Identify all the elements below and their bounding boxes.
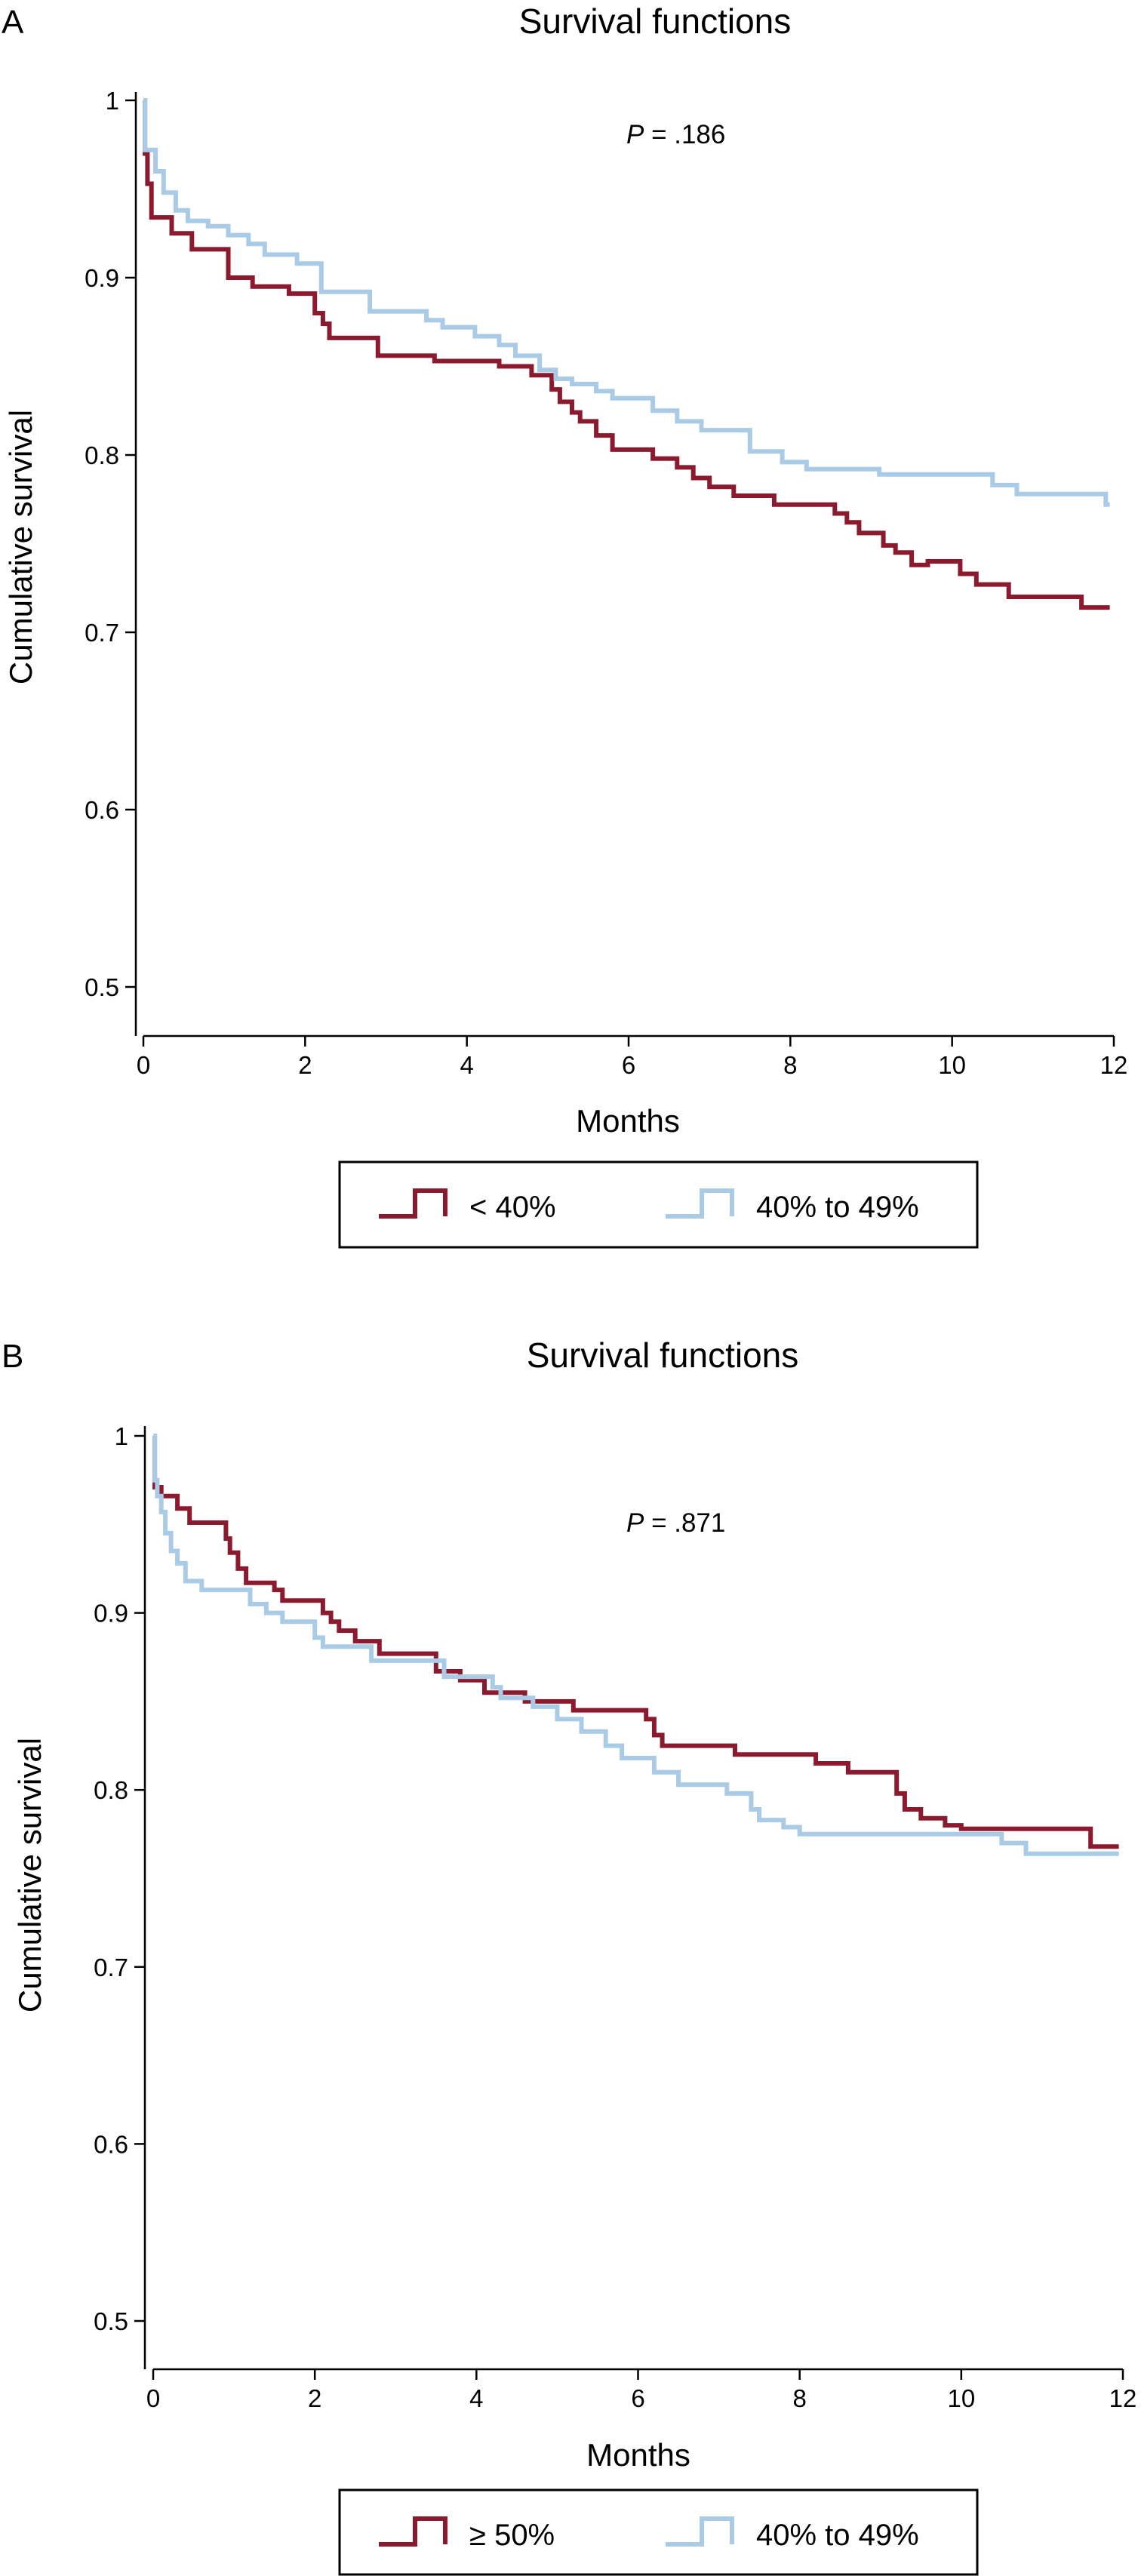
panel-a-p-value: P = .186 [626,120,725,149]
panel-a-y-axis-title: Cumulative survival [3,410,38,684]
panel-a-legend-label-1: < 40% [469,1191,556,1224]
y-tick-label: 0.6 [85,796,119,824]
y-tick-label: 0.5 [94,2307,128,2335]
y-tick-label: 0.8 [94,1776,128,1804]
panel-a-x-ticks: 0 2 4 6 8 10 12 [137,1036,1128,1079]
panel-b: B Survival functions 0.5 0.6 0.7 0.8 0.9 1 0 2… [2,1336,1137,2576]
x-tick-label: 4 [460,1051,473,1079]
panel-b-series-line-1 [152,1434,1119,1849]
x-tick-label: 10 [947,2384,975,2412]
x-tick-label: 0 [146,2384,160,2412]
y-tick-label: 0.9 [85,264,119,292]
panel-b-legend-label-2: 40% to 49% [756,2519,919,2552]
panel-b-p-text: = .871 [644,1508,725,1538]
y-tick-label: 0.9 [94,1600,128,1628]
x-tick-label: 2 [298,1051,312,1079]
y-tick-label: 0.7 [85,619,119,647]
y-tick-label: 0.7 [94,1954,128,1981]
panel-a-x-axis-title: Months [576,1103,680,1139]
y-tick-label: 0.5 [85,973,119,1001]
x-tick-label: 8 [783,1051,797,1079]
panel-a-title: Survival functions [519,2,792,41]
panel-b-series-line-2 [152,1434,1119,1856]
y-tick-label: 1 [106,87,119,115]
x-tick-label: 8 [792,2384,806,2412]
panel-a-p-symbol: P [626,120,644,149]
panel-b-y-ticks: 0.5 0.6 0.7 0.8 0.9 1 [94,1422,145,2335]
x-tick-label: 6 [622,1051,635,1079]
panel-b-series [152,1434,1119,1856]
panel-b-legend-symbol-1 [379,2516,447,2547]
panel-b-letter: B [2,1338,23,1375]
panel-b-x-axis-title: Months [586,2437,690,2473]
x-tick-label: 4 [469,2384,483,2412]
panel-a-series-line-2 [143,98,1110,507]
panel-a-legend-label-2: 40% to 49% [756,1191,919,1224]
panel-b-legend-symbol-2 [666,2516,734,2547]
panel-a-legend-symbol-2 [666,1188,734,1219]
panel-b-legend-label-1: ≥ 50% [469,2519,555,2552]
panel-b-title: Survival functions [527,1336,799,1375]
panel-a-series [143,98,1110,610]
x-tick-label: 2 [308,2384,321,2412]
panel-b-x-ticks: 0 2 4 6 8 10 12 [146,2369,1137,2412]
x-tick-label: 0 [137,1051,150,1079]
y-tick-label: 1 [115,1422,128,1450]
y-tick-label: 0.6 [94,2130,128,2158]
x-tick-label: 6 [631,2384,644,2412]
y-tick-label: 0.8 [85,441,119,469]
panel-a-y-ticks: 0.5 0.6 0.7 0.8 0.9 1 [85,87,136,1001]
x-tick-label: 12 [1100,1051,1128,1079]
panel-b-p-value: P = .871 [626,1508,725,1538]
panel-a-p-text: = .186 [644,120,725,149]
panel-a: A Survival functions 0.5 0.6 0.7 0.8 0.9 1 0 2… [2,2,1128,1249]
panel-b-p-symbol: P [626,1508,644,1538]
panel-a-letter: A [2,4,24,41]
panel-b-y-axis-title: Cumulative survival [12,1738,48,2012]
x-tick-label: 12 [1109,2384,1137,2412]
x-tick-label: 10 [938,1051,966,1079]
panel-a-legend-symbol-1 [379,1188,447,1219]
panel-a-series-line-1 [143,98,1110,610]
